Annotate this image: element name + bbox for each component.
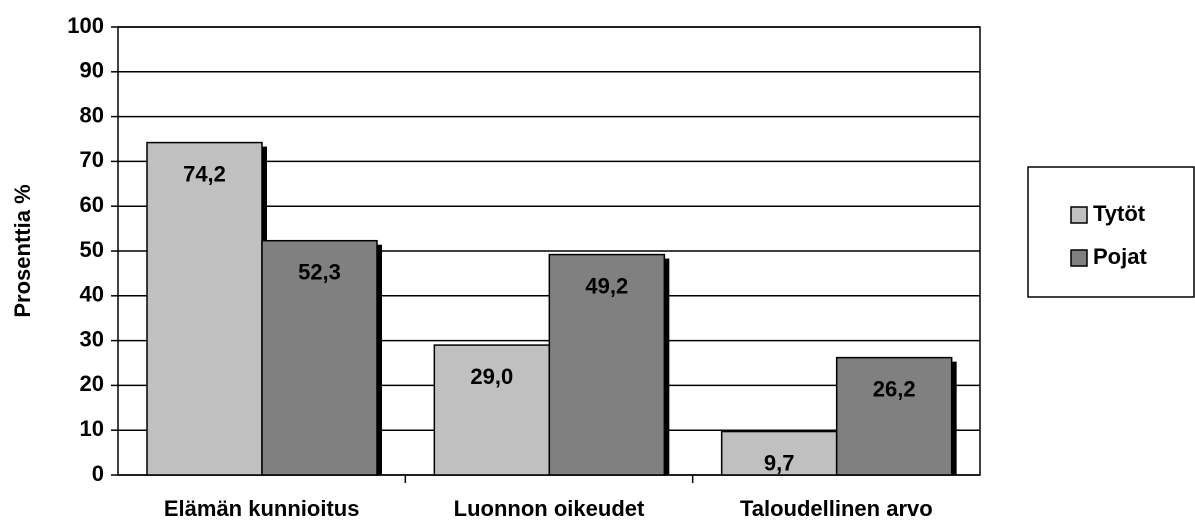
y-tick-label: 10 [80,416,104,441]
x-tick-label: Elämän kunnioitus [164,496,360,521]
legend-label: Tytöt [1093,201,1146,226]
y-tick-label: 90 [80,58,104,83]
x-tick-label: Luonnon oikeudet [454,496,645,521]
y-tick-label: 40 [80,282,104,307]
value-label: 52,3 [298,260,341,285]
legend-label: Pojat [1093,244,1147,269]
value-label: 74,2 [183,161,226,186]
y-tick-label: 50 [80,237,104,262]
value-label: 26,2 [873,376,916,401]
value-label: 49,2 [585,273,628,298]
legend-box [1027,166,1195,298]
bar [835,356,953,476]
x-tick-label: Taloudellinen arvo [740,496,933,521]
y-axis-label: Prosenttia % [10,184,35,317]
y-tick-label: 0 [92,461,104,486]
legend-swatch [1070,206,1088,224]
bar [720,430,838,476]
legend-swatch [1070,249,1088,267]
y-tick-label: 100 [67,13,104,38]
value-label: 9,7 [764,450,795,475]
bar [261,239,378,476]
bar [548,253,666,476]
bar [433,344,551,476]
y-tick-label: 70 [80,147,104,172]
y-tick-label: 60 [80,192,104,217]
value-label: 29,0 [470,364,513,389]
y-tick-label: 20 [80,371,104,396]
bar [146,141,263,476]
y-tick-label: 30 [80,326,104,351]
y-tick-label: 80 [80,102,104,127]
